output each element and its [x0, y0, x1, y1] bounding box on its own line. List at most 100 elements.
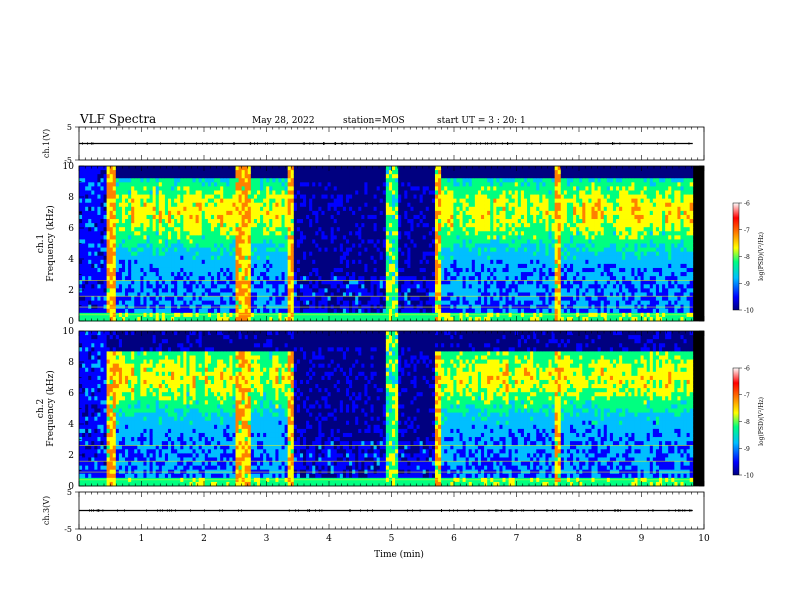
spectrogram-cell [134, 288, 138, 293]
spectrogram-cell [422, 263, 427, 269]
spectrogram-cell [453, 239, 457, 244]
spectrogram-cell [263, 235, 267, 240]
spectrogram-cell [453, 186, 457, 191]
spectrogram-cell [229, 239, 233, 244]
spectrogram-cell [342, 259, 347, 265]
spectrogram-cell [85, 276, 89, 281]
spectrogram-cell [167, 284, 172, 289]
spectrogram-cell [330, 296, 335, 302]
spectrogram-cell [214, 194, 218, 200]
spectrogram-cell [450, 206, 454, 212]
spectrogram-cell [428, 300, 433, 306]
spectrogram-cell [293, 300, 298, 306]
spectrogram-cell [379, 288, 384, 293]
spectrogram-cell [456, 186, 460, 191]
spectrogram-cell [450, 182, 454, 187]
spectrogram-cell [419, 255, 424, 261]
spectrogram-cell [158, 219, 163, 224]
spectrogram-cell [223, 251, 227, 257]
spectrogram-cell [447, 292, 451, 297]
spectrogram-cell [263, 214, 267, 220]
spectrogram-cell [293, 214, 298, 220]
spectrogram-cell [303, 308, 307, 314]
spectrogram-cell [91, 202, 95, 208]
spectrogram-cell [94, 194, 98, 200]
spectrogram-cell [238, 194, 243, 200]
spectrogram-cell [115, 210, 120, 216]
spectrogram-cell [321, 174, 325, 179]
spectrogram-cell [167, 231, 172, 236]
spectrogram-cell [164, 235, 169, 240]
spectrogram-cell [290, 316, 295, 322]
spectrogram-cell [115, 263, 120, 269]
spectrogram-cell [94, 174, 98, 179]
spectrogram-cell [94, 231, 98, 236]
spectrogram-cell [453, 235, 457, 240]
spectrogram-cell [303, 186, 307, 191]
spectrogram-cell [333, 259, 338, 265]
spectrogram-cell [422, 292, 427, 297]
spectrogram-cell [128, 210, 132, 216]
spectrogram-cell [155, 308, 160, 314]
spectrogram-cell [392, 280, 396, 285]
spectrogram-cell [125, 296, 129, 302]
spectrogram-cell [226, 284, 230, 289]
spectrogram-cell [82, 202, 86, 208]
spectrogram-cell [82, 186, 86, 191]
spectrogram-cell [379, 251, 384, 257]
spectrogram-cell [238, 292, 243, 297]
spectrogram-cell [192, 198, 197, 204]
spectrogram-cell [217, 214, 221, 220]
spectrogram-cell [121, 219, 126, 224]
spectrogram-cell [392, 206, 396, 212]
spectrogram-cell [134, 202, 138, 208]
spectrogram-cell [158, 292, 163, 297]
spectrogram-cell [115, 166, 120, 171]
spectrogram-cell [419, 251, 424, 257]
spectrogram-cell [339, 198, 344, 204]
spectrogram-cell [256, 251, 261, 257]
spectrogram-cell [361, 190, 365, 195]
spectrogram-cell [204, 280, 209, 285]
spectrogram-cell [140, 267, 144, 273]
spectrogram-cell [171, 231, 175, 236]
spectrogram-cell [296, 280, 301, 285]
spectrogram-cell [413, 190, 417, 195]
spectrogram-cell [189, 178, 193, 183]
spectrogram-cell [388, 223, 393, 228]
spectrogram-cell [112, 292, 117, 297]
spectrogram-cell [327, 186, 332, 191]
spectrogram-cell [425, 227, 430, 232]
spectrogram-cell [367, 214, 371, 220]
spectrogram-cell [444, 235, 448, 240]
spectrogram-cell [253, 182, 258, 187]
spectrogram-cell [235, 292, 239, 297]
spectrogram-cell [109, 210, 114, 216]
spectrogram-cell [438, 206, 442, 212]
spectrogram-cell [401, 210, 405, 216]
spectrogram-cell [97, 259, 101, 265]
spectrogram-cell [97, 308, 101, 314]
spectrogram-cell [401, 190, 405, 195]
spectrogram-cell [238, 235, 243, 240]
spectrogram-cell [358, 263, 362, 269]
spectrogram-cell [155, 214, 160, 220]
spectrogram-cell [370, 239, 374, 244]
spectrogram-cell [342, 296, 347, 302]
spectrogram-cell [272, 263, 276, 269]
spectrogram-cell [441, 251, 445, 257]
spectrogram-cell [281, 178, 286, 183]
spectrogram-cell [235, 186, 239, 191]
spectrogram-cell [287, 288, 292, 293]
spectrogram-cell [149, 190, 154, 195]
spectrogram-cell [125, 231, 129, 236]
spectrogram-cell [134, 259, 138, 265]
spectrogram-cell [327, 202, 332, 208]
spectrogram-cell [152, 202, 157, 208]
spectrogram-cell [333, 186, 338, 191]
spectrogram-cell [134, 178, 138, 183]
spectrogram-cell [339, 231, 344, 236]
spectrogram-cell [118, 300, 123, 306]
spectrogram-cell [330, 251, 335, 257]
spectrogram-cell [281, 231, 286, 236]
